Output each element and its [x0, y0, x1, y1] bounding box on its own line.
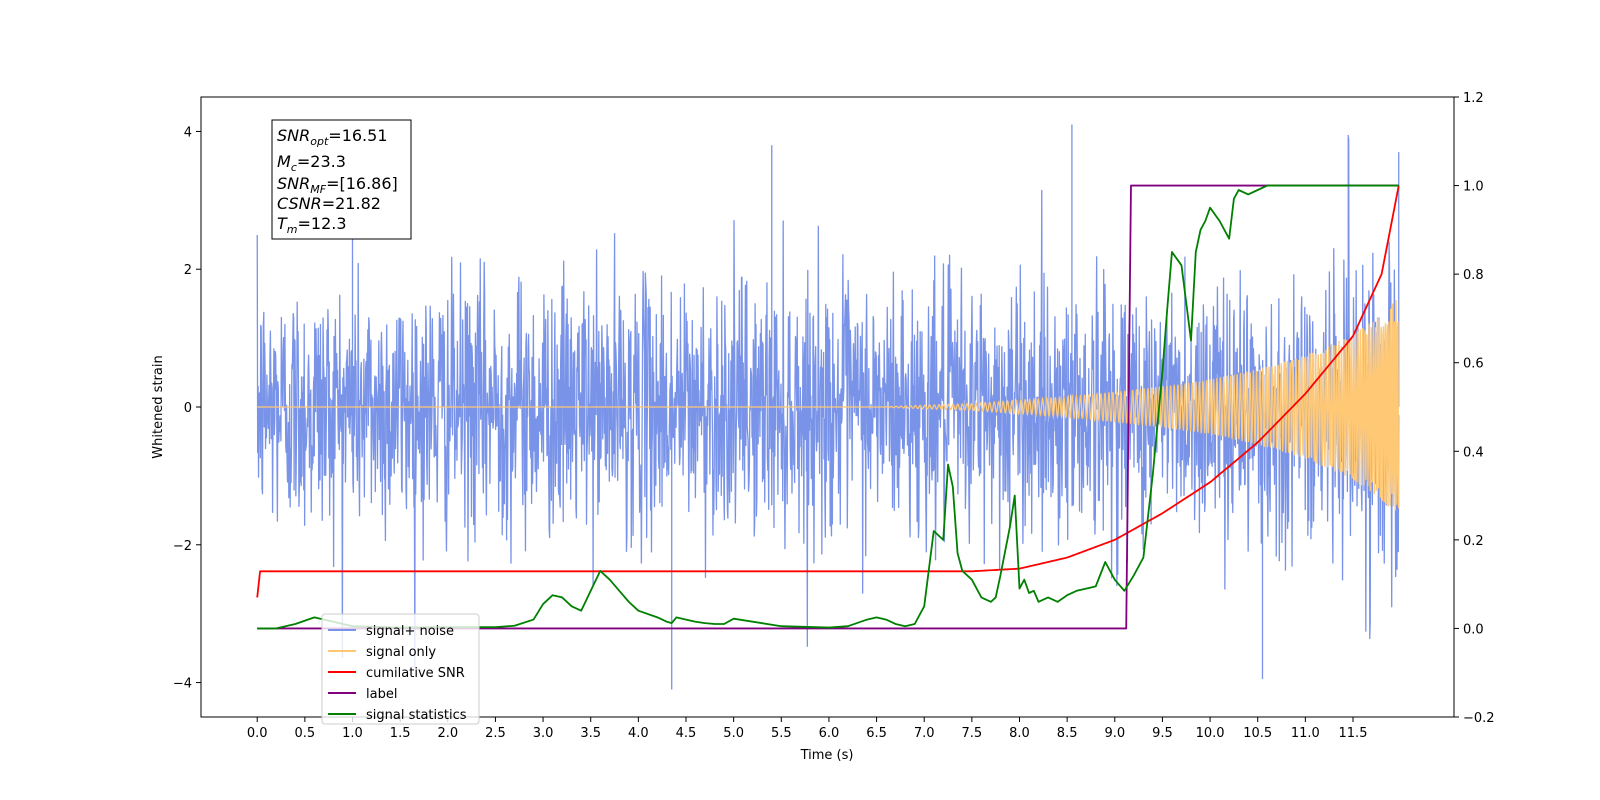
legend-label: label — [366, 687, 397, 702]
x-tick-label: 6.0 — [819, 726, 840, 741]
right-y-tick-label: 0.0 — [1463, 622, 1484, 637]
y-axis-label: Whitened strain — [151, 355, 166, 458]
series-signal-statistics — [257, 184, 1399, 630]
x-tick-label: 8.0 — [1009, 726, 1030, 741]
series-signal-only — [257, 300, 1400, 511]
x-tick-label: 9.0 — [1104, 726, 1125, 741]
x-tick-label: 3.0 — [533, 726, 554, 741]
right-y-tick-label: 0.6 — [1463, 357, 1484, 372]
left-y-axis-ticks: 4 2 0 −2 −4 — [173, 125, 201, 692]
x-tick-label: 0.5 — [295, 726, 316, 741]
x-tick-label: 3.5 — [580, 726, 601, 741]
left-y-tick-label: 2 — [184, 263, 192, 278]
series-signal-plus-noise — [256, 124, 1400, 690]
x-tick-label: 2.0 — [437, 726, 458, 741]
left-y-tick-label: 0 — [184, 401, 192, 416]
x-tick-label: 7.0 — [914, 726, 935, 741]
x-tick-label: 4.0 — [628, 726, 649, 741]
x-tick-label: 5.0 — [723, 726, 744, 741]
legend-label: cumilative SNR — [366, 666, 465, 681]
x-tick-label: 1.0 — [342, 726, 363, 741]
legend: signal+ noise signal only cumilative SNR la… — [321, 613, 480, 725]
right-y-tick-label: 1.2 — [1463, 91, 1484, 106]
info-box-frame — [271, 119, 412, 240]
x-tick-label: 9.5 — [1152, 726, 1173, 741]
right-y-tick-label: 1.0 — [1463, 180, 1484, 195]
info-box: SNRopt=16.51 Mc=23.3 SNRMF=[16.86] CSNR=… — [271, 119, 412, 240]
legend-frame — [321, 613, 480, 725]
x-tick-label: 10.5 — [1243, 726, 1272, 741]
left-y-tick-label: −2 — [173, 539, 192, 554]
series-label — [257, 184, 1399, 630]
legend-label: signal statistics — [366, 708, 467, 723]
x-tick-label: 6.5 — [866, 726, 887, 741]
right-y-tick-label: 0.2 — [1463, 534, 1484, 549]
right-y-tick-label: 0.4 — [1463, 445, 1484, 460]
right-y-tick-label: −0.2 — [1463, 711, 1495, 726]
left-y-tick-label: 4 — [184, 125, 192, 140]
series-layer — [256, 124, 1400, 690]
legend-label: signal only — [366, 645, 436, 660]
info-snr-opt: SNRopt=16.51 — [277, 126, 388, 148]
x-tick-label: 11.0 — [1291, 726, 1320, 741]
x-tick-label: 8.5 — [1057, 726, 1078, 741]
series-cumilative-snr — [256, 185, 1400, 598]
x-tick-label: 7.5 — [962, 726, 983, 741]
left-y-tick-label: −4 — [173, 677, 192, 692]
x-tick-label: 11.5 — [1339, 726, 1368, 741]
x-axis-ticks: 0.0 0.5 1.0 1.5 2.0 2.5 3.0 3.5 4.0 4.5 5.0 5.5 6.0 6… — [247, 717, 1368, 741]
info-csnr: CSNR=21.82 — [277, 194, 381, 213]
info-snr-mf: SNRMF=[16.86] — [277, 174, 398, 196]
x-tick-label: 5.5 — [771, 726, 792, 741]
x-tick-label: 2.5 — [485, 726, 506, 741]
x-axis-label: Time (s) — [800, 748, 854, 763]
right-y-axis-ticks: 1.2 1.0 0.8 0.6 0.4 0.2 0.0 −0.2 — [1454, 91, 1495, 726]
legend-label: signal+ noise — [366, 624, 454, 639]
x-tick-label: 4.5 — [676, 726, 697, 741]
info-merger-time: Tm=12.3 — [277, 214, 347, 236]
x-tick-label: 10.0 — [1196, 726, 1225, 741]
right-y-tick-label: 0.8 — [1463, 268, 1484, 283]
info-chirp-mass: Mc=23.3 — [277, 152, 346, 174]
x-tick-label: 0.0 — [247, 726, 268, 741]
x-tick-label: 1.5 — [390, 726, 411, 741]
